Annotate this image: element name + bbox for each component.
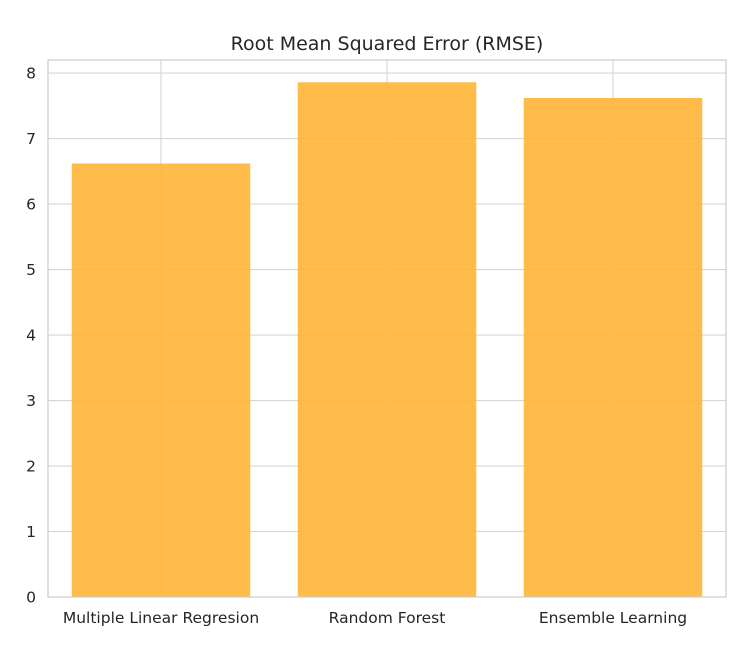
y-tick-label: 4 [26, 327, 36, 345]
chart-title: Root Mean Squared Error (RMSE) [231, 33, 544, 55]
y-tick-label: 2 [26, 458, 36, 476]
plot-frame [47, 59, 727, 598]
y-tick-label: 1 [26, 523, 36, 541]
y-tick-label: 6 [26, 196, 36, 214]
x-axis-ticks: Multiple Linear Regresion Random Forest En… [63, 609, 687, 627]
x-tick-label: Multiple Linear Regresion [63, 609, 259, 627]
x-tick-label: Ensemble Learning [539, 609, 687, 627]
y-axis-ticks: 0 1 2 3 4 5 6 7 8 [26, 65, 36, 607]
x-tick-label: Random Forest [329, 609, 446, 627]
y-tick-label: 3 [26, 392, 36, 410]
y-tick-label: 0 [26, 589, 36, 607]
bar-multiple-linear-regresion [71, 163, 251, 597]
bars [71, 82, 703, 598]
y-tick-label: 5 [26, 261, 36, 279]
y-tick-label: 8 [26, 65, 36, 83]
bar-random-forest [297, 82, 477, 597]
bar-ensemble-learning [523, 97, 703, 598]
y-tick-label: 7 [26, 130, 36, 148]
